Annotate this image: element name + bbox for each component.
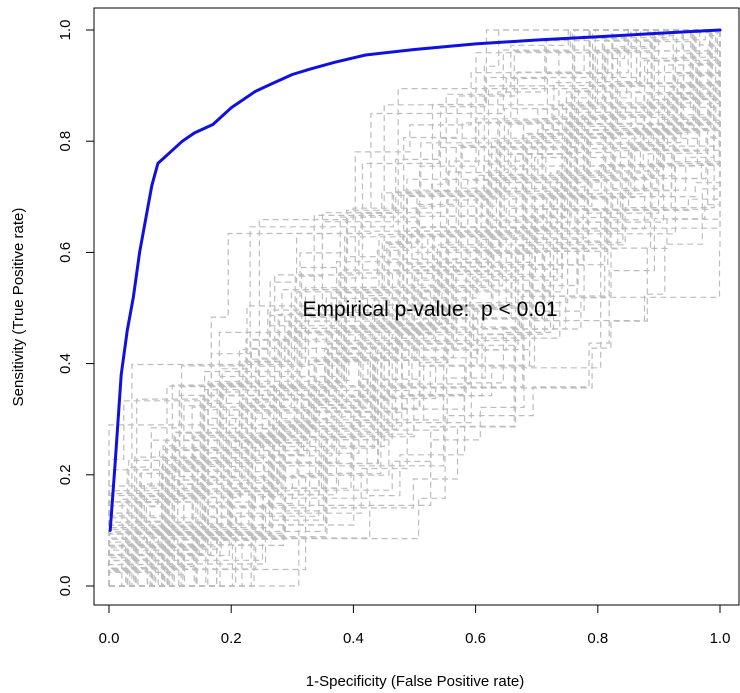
permutation-roc-line [109,29,720,587]
permutation-roc-line [109,29,720,587]
x-tick-label: 0.6 [465,630,486,647]
permutation-roc-line [108,30,721,586]
permutation-roc-line [108,30,721,586]
permutation-roc-line [109,30,721,587]
permutation-roc-line [108,29,720,586]
permutation-roc-line [109,29,720,587]
permutation-roc-line [109,30,721,587]
permutation-roc-line [109,30,721,587]
permutation-roc-line [109,30,721,587]
permutation-roc-line [108,29,720,586]
y-tick-label: 0.0 [57,576,74,597]
y-tick-label: 0.8 [57,131,74,152]
permutation-roc-line [108,29,720,586]
permutation-roc-line [109,30,721,587]
permutation-roc-line [109,29,720,587]
permutation-roc-line [108,30,721,586]
x-axis: 0.0 0.2 0.4 0.6 0.8 1.0 [99,604,731,647]
permutation-roc-line [108,29,720,586]
permutation-roc-line [109,30,721,587]
x-axis-title: 1-Specificity (False Positive rate) [306,673,524,690]
permutation-roc-line [108,30,721,586]
permutation-roc-line [108,30,721,586]
permutation-roc-line [109,29,720,587]
permutation-roc-line [108,29,720,586]
permutation-roc-line [109,30,721,587]
permutation-roc-line [108,30,721,586]
y-tick-label: 0.2 [57,464,74,485]
x-tick-label: 0.2 [221,630,242,647]
y-tick-label: 1.0 [57,20,74,41]
permutation-roc-line [109,30,721,587]
permutation-roc-line [109,29,720,587]
permutation-roc-line [109,30,721,587]
y-axis: 0.0 0.2 0.4 0.6 0.8 1.0 [57,20,95,597]
permutation-roc-line [108,29,720,586]
permutation-roc-line [109,29,720,587]
empirical-roc-line [108,28,722,532]
empirical-roc-curve-group [108,28,722,532]
permutation-roc-line [109,29,720,587]
permutation-roc-line [108,29,720,586]
x-tick-label: 0.8 [587,630,608,647]
permutation-roc-line [108,30,721,586]
permutation-roc-line [109,29,720,587]
permutation-roc-line [108,29,720,586]
annotation-p-value: Empirical p-value: p < 0.01 [302,298,557,321]
permutation-roc-line [109,29,720,587]
permutation-roc-line [108,29,720,586]
permutation-roc-line [108,30,721,586]
permutation-roc-line [108,29,720,586]
permutation-roc-line [108,29,720,586]
permutation-roc-line [108,29,720,586]
permutation-roc-line [108,30,721,586]
x-tick-label: 0.0 [99,630,120,647]
permutation-roc-line [109,30,721,587]
permutation-roc-line [108,30,721,586]
y-tick-label: 0.4 [57,353,74,374]
permutation-roc-line [108,29,720,586]
permutation-roc-line [108,30,721,586]
permutation-roc-line [109,30,721,587]
permutation-roc-line [109,30,721,587]
permutation-roc-line [108,30,721,586]
permutation-roc-line [109,29,720,587]
permutation-roc-line [108,30,721,586]
permutation-roc-line [108,30,721,586]
permutation-roc-line [109,30,721,587]
permutation-roc-line [108,29,720,586]
permutation-roc-line [108,29,720,586]
x-tick-label: 0.4 [343,630,364,647]
y-tick-label: 0.6 [57,242,74,263]
x-tick-label: 1.0 [710,630,731,647]
y-axis-title: Sensitivity (True Positive rate) [10,208,27,407]
permutation-roc-line [109,29,720,587]
permutation-roc-line [109,29,720,587]
